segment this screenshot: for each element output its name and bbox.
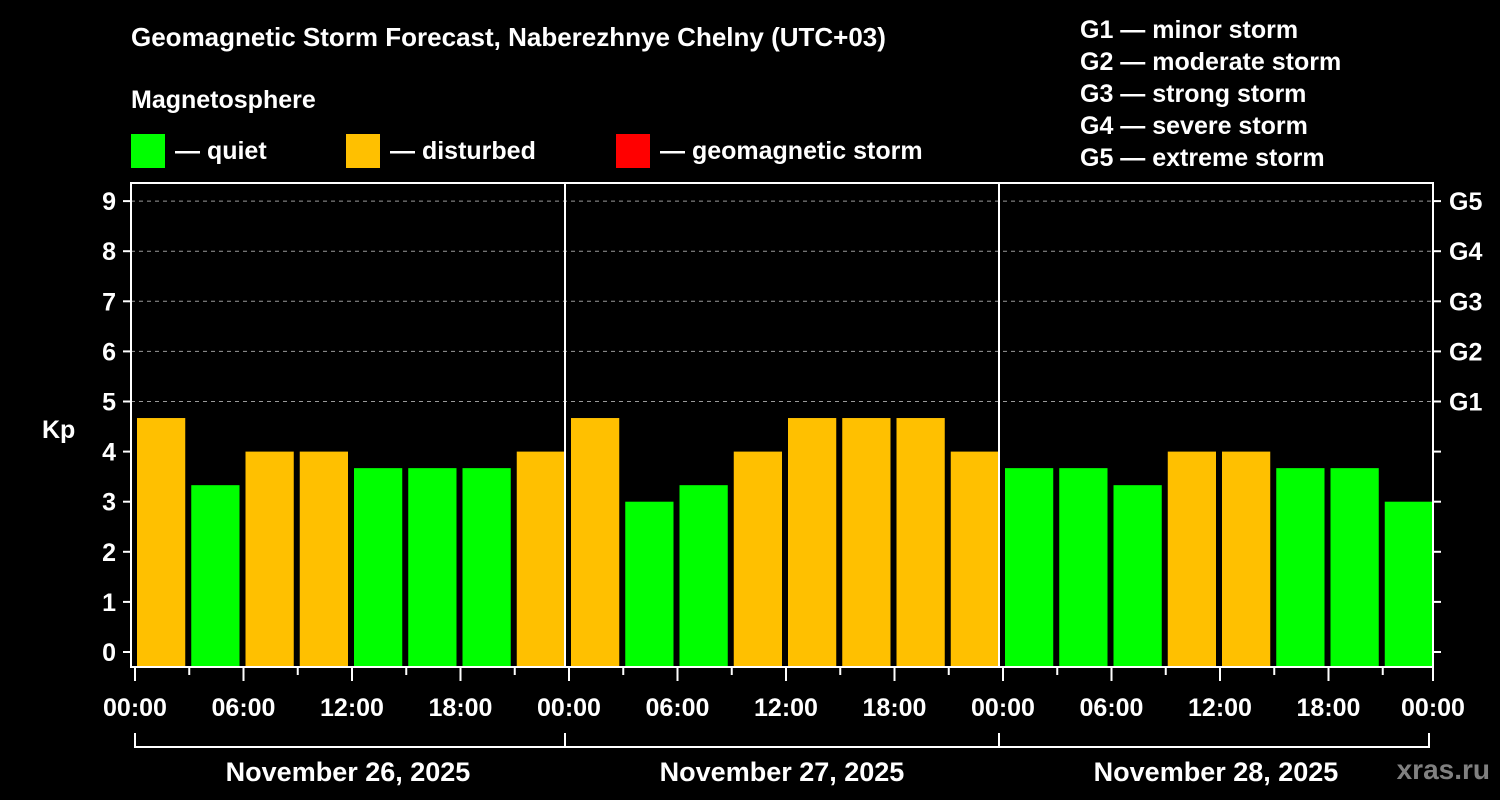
y-tick-label: 1	[102, 589, 116, 617]
y-tick-label: 7	[102, 288, 116, 316]
x-tick-label: 06:00	[212, 694, 276, 722]
g2-description: G2 — moderate storm	[1080, 48, 1342, 76]
day-label: November 27, 2025	[660, 757, 905, 787]
plot-frame	[130, 182, 1434, 668]
kp-bar	[1059, 468, 1108, 667]
g-level-label: G3	[1449, 288, 1482, 316]
kp-bar	[842, 418, 891, 667]
g5-description: G5 — extreme storm	[1080, 144, 1325, 172]
kp-bar	[950, 451, 999, 667]
x-tick-label: 00:00	[537, 694, 601, 722]
kp-bar	[354, 468, 403, 667]
y-tick-label: 2	[102, 539, 116, 567]
x-tick-label: 12:00	[754, 694, 818, 722]
y-tick-label: 0	[102, 639, 116, 667]
g1-description: G1 — minor storm	[1080, 16, 1299, 44]
legend-disturbed-label: — disturbed	[390, 136, 536, 165]
kp-bar	[896, 418, 945, 667]
kp-bar	[516, 451, 565, 667]
legend-storm-label: — geomagnetic storm	[660, 136, 923, 165]
day-label: November 28, 2025	[1094, 757, 1339, 787]
kp-bar	[191, 485, 240, 667]
disturbed-swatch-icon	[346, 134, 380, 168]
kp-bar	[625, 501, 674, 667]
kp-bar	[679, 485, 728, 667]
quiet-swatch-icon	[131, 134, 165, 168]
watermark: xras.ru	[1396, 754, 1490, 785]
kp-bar	[1222, 451, 1271, 667]
y-tick-label: 5	[102, 389, 116, 417]
kp-bar	[245, 451, 294, 667]
g-level-label: G4	[1449, 238, 1482, 266]
chart-title: Geomagnetic Storm Forecast, Naberezhnye …	[131, 22, 886, 52]
x-tick-label: 00:00	[103, 694, 167, 722]
x-tick-label: 18:00	[429, 694, 493, 722]
kp-bar	[137, 418, 186, 667]
x-tick-label: 12:00	[320, 694, 384, 722]
g-level-label: G5	[1449, 188, 1482, 216]
y-axis-label: Kp	[42, 416, 75, 444]
storm-swatch-icon	[616, 134, 650, 168]
x-tick-label: 18:00	[1297, 694, 1361, 722]
kp-bar	[1167, 451, 1216, 667]
g-scale-legend: G1 — minor storm G2 — moderate storm G3 …	[1080, 14, 1341, 174]
x-tick-label: 06:00	[1080, 694, 1144, 722]
x-tick-label: 00:00	[971, 694, 1035, 722]
kp-bar	[299, 451, 348, 667]
day-bracket	[134, 733, 1430, 748]
x-tick-label: 12:00	[1188, 694, 1252, 722]
y-tick-label: 3	[102, 489, 116, 517]
x-tick-label: 18:00	[863, 694, 927, 722]
legend-disturbed: — disturbed	[346, 134, 536, 168]
kp-bar	[1384, 501, 1433, 667]
kp-bar	[1113, 485, 1162, 667]
g4-description: G4 — severe storm	[1080, 112, 1308, 140]
x-tick-label: 06:00	[646, 694, 710, 722]
kp-bar	[733, 451, 782, 667]
kp-bar	[462, 468, 511, 667]
g-level-label: G2	[1449, 338, 1482, 366]
day-label: November 26, 2025	[226, 757, 471, 787]
y-tick-label: 9	[102, 188, 116, 216]
kp-bar	[1276, 468, 1325, 667]
y-tick-label: 4	[102, 439, 116, 467]
legend-quiet: — quiet	[131, 134, 267, 168]
y-tick-label: 8	[102, 238, 116, 266]
kp-bar	[788, 418, 837, 667]
kp-bar	[1330, 468, 1379, 667]
legend-storm: — geomagnetic storm	[616, 134, 923, 168]
legend-quiet-label: — quiet	[175, 136, 267, 165]
kp-bar	[571, 418, 620, 667]
kp-bar	[1005, 468, 1054, 667]
magnetosphere-heading: Magnetosphere	[131, 86, 316, 114]
x-tick-label: 00:00	[1401, 694, 1465, 722]
y-tick-label: 6	[102, 338, 116, 366]
g-level-label: G1	[1449, 389, 1482, 417]
kp-bar	[408, 468, 457, 667]
g3-description: G3 — strong storm	[1080, 80, 1307, 108]
